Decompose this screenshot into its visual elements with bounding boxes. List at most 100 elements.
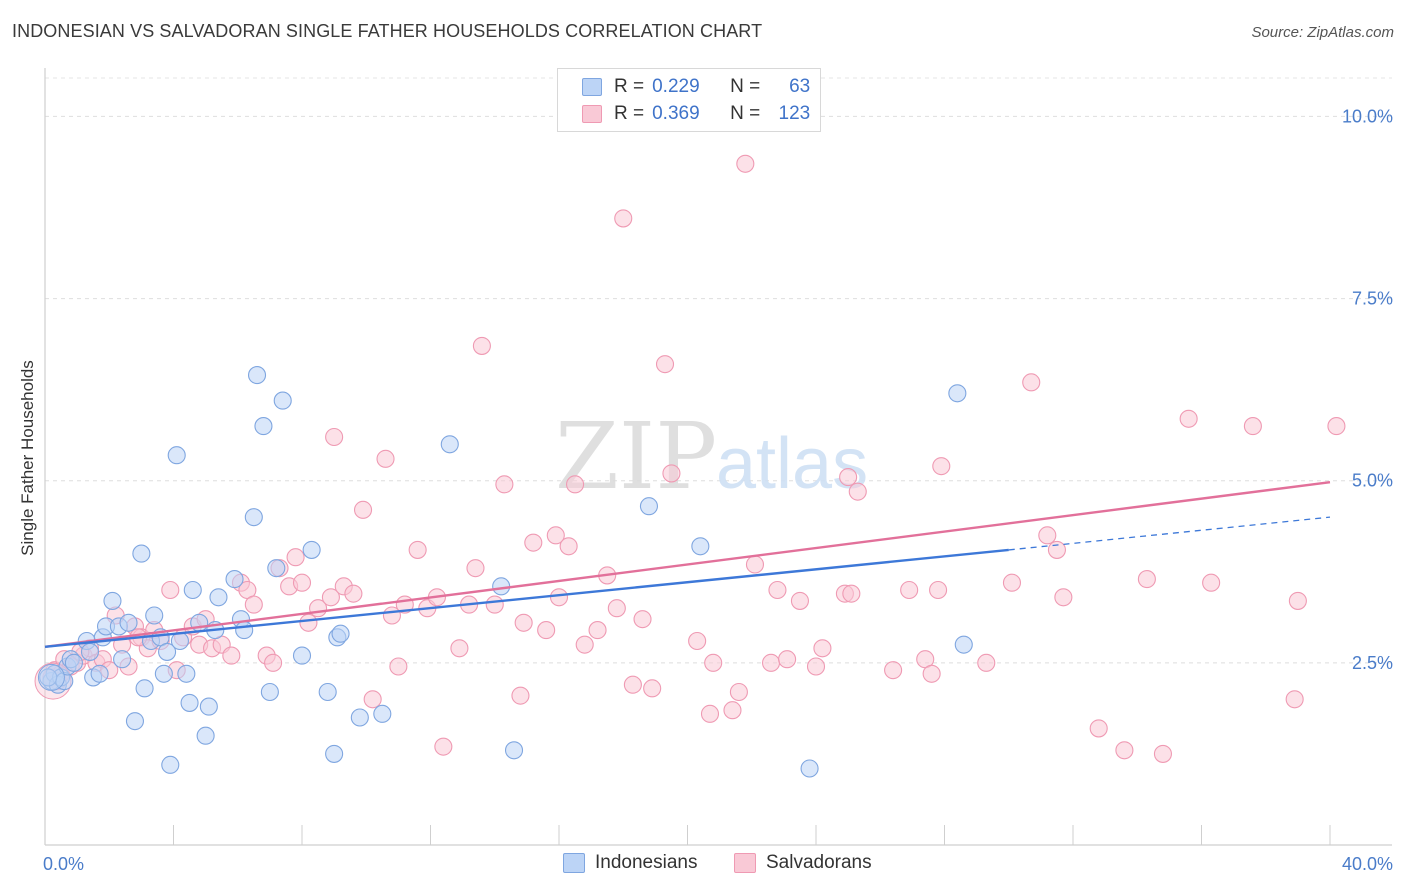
indonesian-point — [39, 668, 58, 687]
indonesian-point — [135, 679, 154, 698]
salvadoran-point — [778, 650, 797, 669]
salvadoran-point — [643, 679, 662, 698]
salvadoran-point — [353, 500, 373, 519]
indonesian-point — [302, 540, 321, 559]
salvadoran-point — [700, 704, 720, 723]
indonesian-point — [158, 642, 177, 661]
y-tick-label: 7.5% — [1352, 289, 1393, 309]
indonesian-point — [125, 712, 144, 731]
n-label: N = — [730, 103, 761, 124]
legend-item-indonesians[interactable]: Indonesians — [563, 852, 697, 874]
salvadoran-point — [363, 690, 382, 709]
indonesian-points — [37, 366, 973, 778]
indonesian-point — [80, 642, 100, 661]
indonesian-point — [350, 708, 369, 727]
salvadoran-point — [806, 657, 826, 676]
indonesian-point — [167, 446, 186, 465]
indonesian-point — [954, 635, 973, 654]
salvadoran-point — [607, 599, 626, 618]
watermark: ZIP atlas — [555, 403, 868, 510]
salvadoran-point — [900, 580, 919, 600]
indonesian-point — [440, 435, 459, 454]
salvadoran-point — [723, 701, 742, 720]
salvadoran-point — [524, 533, 543, 552]
y-axis-label: Single Father Households — [18, 360, 37, 556]
salvadoran-point — [559, 537, 578, 556]
salvadoran-point — [546, 526, 565, 545]
salvadoran-point — [614, 209, 633, 228]
salvadoran-legend-swatch — [734, 853, 756, 873]
indonesian-point — [318, 682, 337, 702]
salvadoran-point — [1089, 719, 1108, 738]
salvadoran-point — [1153, 744, 1172, 763]
salvadoran-point — [813, 639, 832, 658]
salvadoran-point — [511, 686, 530, 705]
n-value: 63 — [789, 76, 811, 97]
salvadoran-point — [408, 540, 427, 559]
watermark-zip: ZIP — [555, 403, 717, 510]
n-label: N = — [730, 76, 761, 97]
legend-item-salvadorans[interactable]: Salvadorans — [734, 852, 872, 874]
salvadoran-point — [745, 555, 765, 574]
indonesian-point — [260, 682, 279, 702]
salvadoran-point — [286, 548, 305, 567]
salvadoran-point — [588, 621, 607, 640]
salvadoran-point — [633, 610, 652, 629]
salvadoran-point — [292, 573, 312, 592]
salvadoran-point — [389, 657, 408, 676]
indonesian-point — [247, 366, 267, 385]
salvadoran-point — [376, 449, 395, 468]
salvadoran-swatch — [582, 105, 602, 123]
salvadoran-point — [1115, 741, 1134, 760]
indonesian-point — [161, 755, 180, 774]
indonesian-trend-line — [44, 548, 1009, 649]
salvadoran-point — [450, 639, 469, 658]
salvadoran-point — [884, 661, 903, 680]
indonesian-point — [373, 704, 392, 723]
indonesian-point — [504, 741, 524, 760]
indonesian-point — [183, 580, 202, 600]
salvadoran-point — [1038, 526, 1057, 545]
salvadoran-point — [729, 682, 748, 702]
indonesian-point — [209, 588, 228, 607]
salvadoran-point — [655, 355, 675, 374]
indonesian-legend-swatch — [563, 853, 585, 873]
indonesian-point — [103, 591, 122, 610]
series-legend: Indonesians Salvadorans — [0, 852, 1406, 878]
chart-title: INDONESIAN VS SALVADORAN SINGLE FATHER H… — [12, 21, 763, 41]
salvadoran-point — [549, 588, 569, 607]
salvadoran-point — [575, 635, 594, 654]
salvadoran-point — [264, 653, 283, 672]
salvadoran-point — [466, 559, 485, 578]
salvadoran-point — [1002, 573, 1022, 592]
stats-legend: R = 0.229 N = 63 R = 0.369 N = 123 — [557, 68, 821, 132]
salvadoran-point — [472, 336, 491, 355]
salvadoran-point — [299, 613, 318, 632]
indonesian-point — [331, 624, 350, 643]
salvadoran-point — [1047, 540, 1066, 559]
indonesian-point — [177, 664, 196, 683]
r-value: 0.369 — [652, 103, 700, 124]
gridlines — [45, 77, 1392, 664]
indonesian-point — [244, 508, 263, 527]
indonesian-point — [145, 606, 164, 625]
indonesian-point — [64, 653, 83, 672]
x-tick-label: 40.0% — [1342, 854, 1393, 874]
salvadoran-point — [1137, 570, 1156, 589]
salvadoran-point — [736, 154, 755, 173]
salvadoran-point — [1022, 373, 1041, 392]
trend-lines — [44, 480, 1331, 649]
salvadoran-point — [790, 591, 809, 610]
salvadoran-point — [495, 475, 514, 494]
indonesian-point — [199, 697, 218, 716]
salvadoran-point — [1327, 417, 1346, 436]
indonesian-swatch — [582, 78, 602, 96]
salvadoran-point — [222, 646, 241, 665]
indonesian-cluster-point — [37, 663, 65, 691]
salvadoran-point — [1288, 591, 1307, 610]
salvadoran-point — [514, 613, 533, 632]
indonesian-point — [113, 650, 132, 669]
r-label: R = — [614, 76, 645, 97]
salvadoran-point — [1285, 690, 1304, 709]
indonesian-point — [132, 544, 151, 563]
